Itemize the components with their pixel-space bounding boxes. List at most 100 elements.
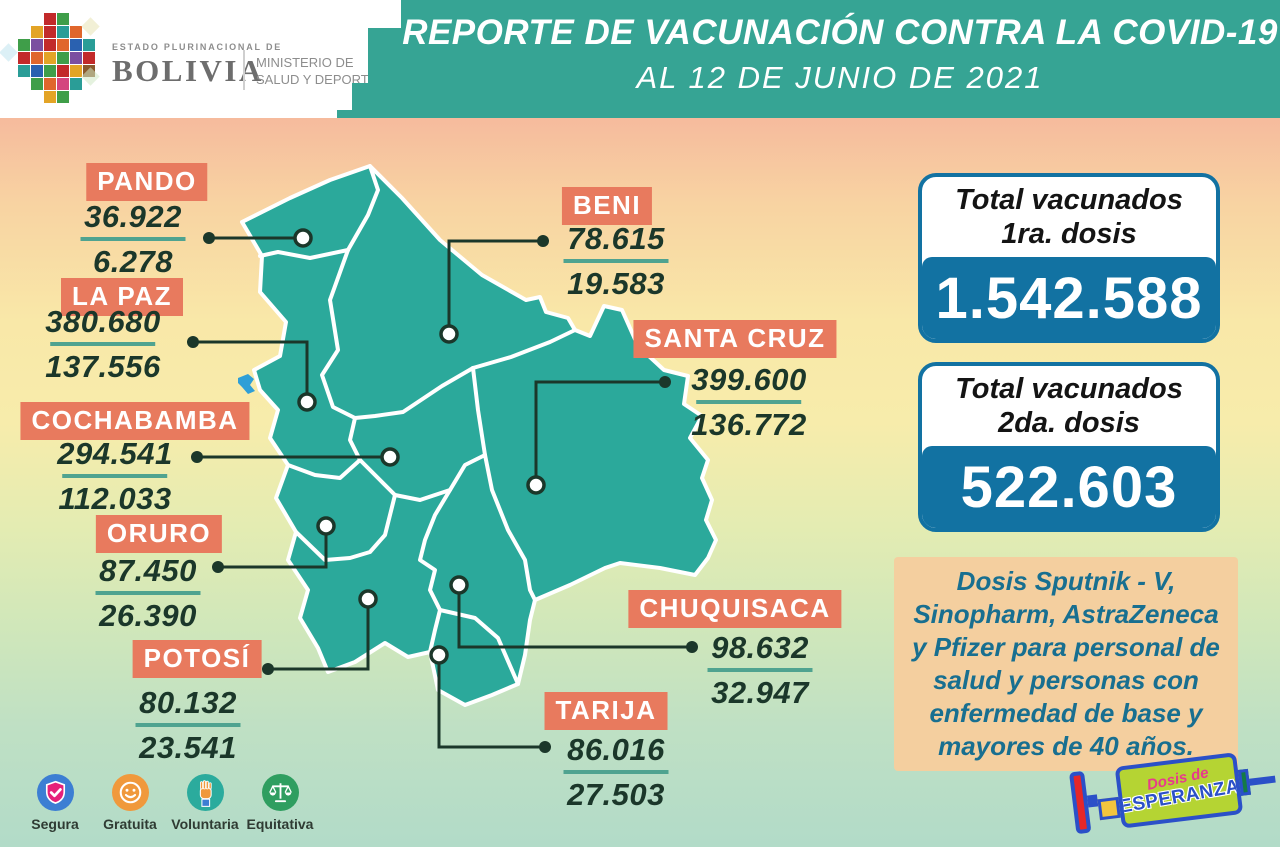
header-logo-panel: ESTADO PLURINACIONAL DE BOLIVIA MINISTER… (0, 0, 401, 118)
logo-estado-label: ESTADO PLURINACIONAL DE (112, 42, 283, 52)
label-dot (537, 235, 549, 247)
dept-label-beni: BENI (561, 187, 653, 225)
balance-scales-icon (261, 774, 299, 811)
principle-voluntaria: Voluntaria (171, 774, 239, 832)
dose1-value: 399.600 (691, 362, 807, 397)
vaccination-principles: Segura Gratuita Voluntaria (24, 774, 314, 832)
dose2-value: 137.556 (45, 349, 161, 384)
total-label-line2: 1ra. dosis (1001, 218, 1137, 250)
total-label-line2: 2da. dosis (998, 407, 1140, 439)
ministry-line2: SALUD Y DEPORTES (256, 72, 387, 87)
dept-label-cochabamba: COCHABAMBA (20, 402, 250, 440)
department-border (483, 453, 537, 602)
map-marker-chuquisaca (449, 575, 469, 595)
dept-label-oruro: ORURO (95, 515, 223, 553)
total-label-line1: Total vacunados (955, 373, 1183, 405)
department-border (353, 366, 475, 420)
map-marker-pando (293, 228, 313, 248)
department-border (471, 366, 487, 457)
value-divider (62, 474, 168, 478)
department-border (320, 248, 357, 420)
logo-text: ESTADO PLURINACIONAL DE BOLIVIA (112, 42, 282, 89)
map-marker-santa-cruz (526, 475, 546, 495)
vaccine-note: Dosis Sputnik - V, Sinopharm, AstraZenec… (894, 557, 1238, 771)
map-marker-potosi (358, 589, 378, 609)
map-marker-beni (439, 324, 459, 344)
dept-values-cochabamba: 294.541 112.033 (57, 437, 173, 516)
bolivia-country-outline (240, 164, 718, 707)
principle-equitativa: Equitativa (246, 774, 314, 832)
principle-label: Voluntaria (171, 816, 239, 832)
connector-oruro (218, 526, 328, 569)
connector-la-paz (193, 340, 309, 402)
dept-label-chuquisaca: CHUQUISACA (628, 590, 842, 628)
label-dot (212, 561, 224, 573)
department-border (286, 458, 362, 480)
dept-label-santa-cruz: SANTA CRUZ (633, 320, 837, 358)
logo-diamond (0, 43, 18, 62)
label-dot (686, 641, 698, 653)
department-border (348, 416, 362, 462)
dept-label-potosi: POTOSÍ (132, 640, 262, 678)
department-border (471, 328, 577, 370)
dose1-value: 380.680 (45, 304, 161, 339)
label-dot (191, 451, 203, 463)
total-dose1-value: 1.542.588 (922, 257, 1216, 339)
dose2-value: 19.583 (567, 266, 665, 301)
bolivia-logo-icon (18, 13, 98, 105)
principle-label: Segura (31, 816, 79, 832)
dose2-value: 6.278 (92, 244, 174, 279)
dept-values-santa-cruz: 399.600 136.772 (691, 363, 807, 442)
dept-label-la-paz: LA PAZ (61, 278, 183, 316)
dose2-value: 136.772 (691, 407, 807, 442)
connector-beni (447, 239, 543, 334)
dose1-value: 78.615 (567, 221, 665, 256)
department-border (346, 164, 380, 252)
dept-values-potosi: 80.132 23.541 (135, 685, 241, 765)
smiley-icon (111, 774, 149, 811)
dose1-value: 98.632 (711, 630, 809, 665)
map-marker-la-paz (297, 392, 317, 412)
dose2-value: 26.390 (99, 598, 197, 633)
total-dose2-card: Total vacunados 2da. dosis 522.603 (918, 362, 1220, 532)
total-label-line1: Total vacunados (955, 184, 1183, 216)
department-border (294, 493, 397, 562)
map-marker-tarija (429, 645, 449, 665)
principle-gratuita: Gratuita (99, 774, 161, 832)
map-marker-cochabamba (380, 447, 400, 467)
logo-divider (243, 50, 245, 90)
value-divider (50, 342, 156, 346)
map-marker-oruro (316, 516, 336, 536)
connector-potosi (268, 599, 370, 671)
dept-label-pando: PANDO (86, 163, 208, 201)
logo-country-label: BOLIVIA (112, 53, 264, 88)
principle-segura: Segura (24, 774, 86, 832)
value-divider (563, 770, 669, 774)
total-dose1-label: Total vacunados 1ra. dosis (922, 177, 1216, 257)
label-dot (203, 232, 215, 244)
value-divider (95, 591, 201, 595)
dept-values-la-paz: 380.680 137.556 (45, 305, 161, 384)
principle-label: Equitativa (246, 816, 314, 832)
page-title: REPORTE DE VACUNACIÓN CONTRA LA COVID-19 (402, 13, 1278, 52)
dose1-value: 86.016 (567, 732, 665, 767)
label-dot (262, 663, 274, 675)
syringe-rod (1086, 794, 1099, 808)
ministry-line1: MINISTERIO DE (256, 55, 354, 70)
dept-values-pando: 36.922 6.278 (80, 200, 186, 279)
shield-check-icon (36, 774, 74, 811)
label-dot (659, 376, 671, 388)
syringe-needle (1249, 775, 1276, 786)
label-dot (539, 741, 551, 753)
dose2-value: 32.947 (711, 675, 809, 710)
total-dose2-value: 522.603 (922, 446, 1216, 528)
department-border (258, 248, 350, 260)
dose1-value: 80.132 (139, 685, 237, 720)
dept-values-beni: 78.615 19.583 (563, 221, 669, 301)
value-divider (135, 723, 241, 727)
value-divider (707, 668, 813, 672)
value-divider (563, 259, 669, 263)
total-dose2-label: Total vacunados 2da. dosis (922, 366, 1216, 446)
